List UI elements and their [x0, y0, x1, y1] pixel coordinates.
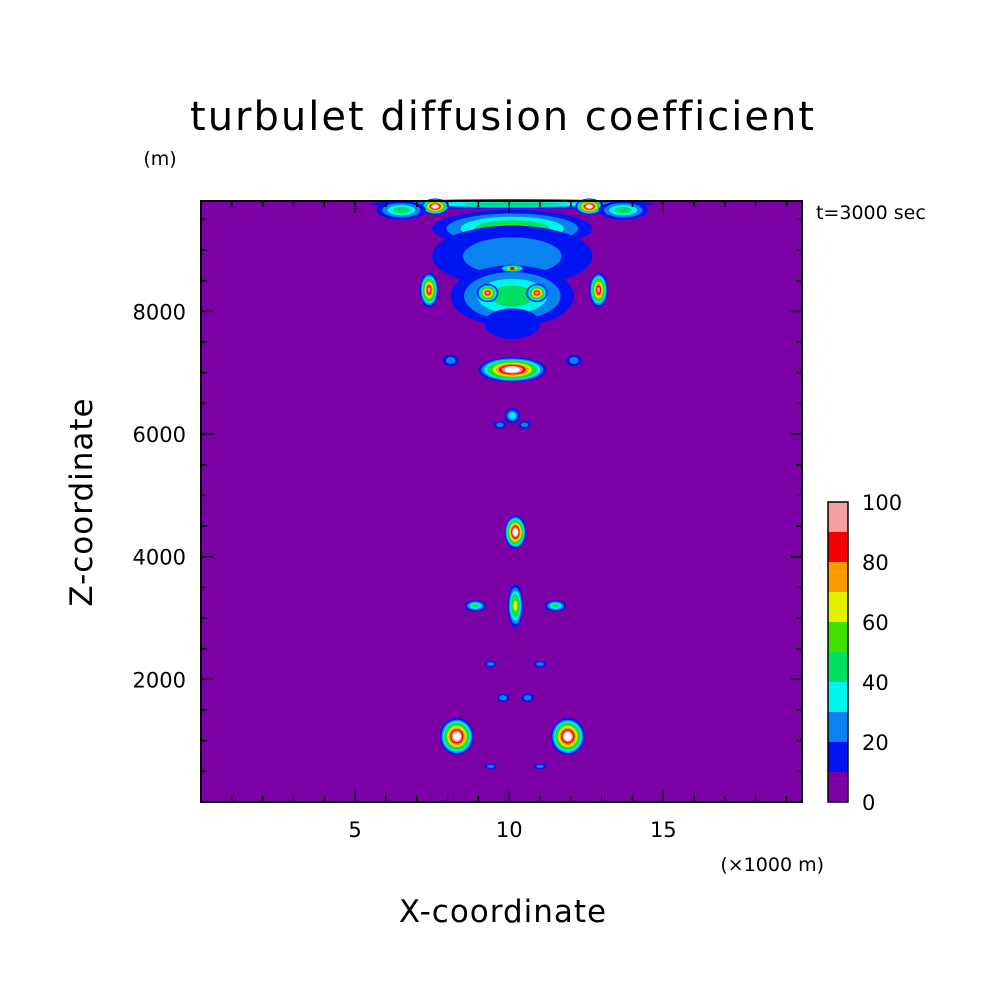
contour-feature	[484, 763, 497, 769]
contour-band	[513, 529, 517, 535]
y-unit-label: (m)	[143, 148, 176, 170]
colorbar-label: 60	[862, 611, 889, 635]
contour-band	[614, 206, 632, 214]
contour-band	[520, 422, 529, 428]
contour-feature	[493, 421, 507, 429]
contour-band	[523, 695, 532, 701]
contour-feature	[518, 421, 531, 429]
contour-feature	[419, 272, 439, 308]
y-tick-label: 6000	[133, 423, 186, 447]
y-tick-label: 8000	[133, 300, 186, 324]
contour-band	[445, 357, 456, 364]
contour-feature	[521, 693, 534, 703]
x-axis-label: X-coordinate	[399, 894, 607, 930]
contour-band	[499, 695, 507, 701]
contour-feature	[504, 408, 520, 424]
contour-feature	[421, 198, 450, 215]
axes: 5 10 15 2000 4000 6000 8000	[133, 200, 803, 842]
x-tick-label: 5	[348, 818, 361, 842]
contour-band	[536, 662, 544, 666]
colorbar-swatch	[828, 712, 848, 742]
x-unit-label: (×1000 m)	[720, 854, 824, 876]
contour-band	[508, 412, 516, 419]
contour-band	[565, 733, 571, 739]
contour-features	[370, 198, 655, 769]
contour-band	[454, 733, 460, 739]
colorbar-frame	[827, 501, 849, 803]
contour-band	[392, 206, 410, 214]
x-tick-label: 15	[650, 818, 677, 842]
contour-feature	[442, 354, 459, 366]
contour-band	[569, 357, 579, 364]
plot-frame	[200, 200, 803, 803]
colorbar-swatch	[828, 622, 848, 652]
contour-band	[536, 764, 544, 768]
contour-band	[535, 291, 539, 295]
time-label: t=3000 sec	[816, 202, 926, 224]
colorbar-label: 100	[862, 491, 902, 515]
contour-band	[509, 266, 515, 270]
colorbar-swatch	[828, 562, 848, 592]
y-tick-label: 2000	[133, 668, 186, 692]
colorbar-swatch	[828, 682, 848, 712]
contour-band	[484, 308, 541, 339]
contour-band	[485, 291, 490, 295]
contour-band	[433, 205, 438, 209]
colorbar-swatch	[828, 502, 848, 532]
contour-feature	[544, 600, 567, 612]
contour-feature	[598, 201, 648, 220]
colorbar-swatch	[828, 532, 848, 562]
colorbar-label: 80	[862, 551, 889, 575]
contour-feature	[550, 717, 585, 755]
contour-feature	[533, 660, 547, 668]
contour-feature	[533, 763, 547, 769]
colorbar-swatch	[828, 772, 848, 802]
contour-band	[486, 764, 495, 768]
colorbar: 0 20 40 60 80 100	[827, 491, 902, 815]
contour-band	[513, 600, 518, 611]
contour-band	[462, 237, 562, 276]
contour-band	[587, 205, 592, 209]
contour-feature	[439, 717, 474, 755]
colorbar-label: 0	[862, 791, 875, 815]
contour-feature	[476, 283, 499, 303]
contour-band	[486, 662, 495, 666]
contour-feature	[484, 660, 497, 668]
colorbar-label: 20	[862, 731, 889, 755]
contour-band	[507, 367, 517, 372]
colorbar-swatch	[828, 742, 848, 772]
colorbar-label: 40	[862, 671, 889, 695]
contour-band	[496, 422, 504, 428]
contour-band	[427, 287, 431, 293]
contour-feature	[464, 600, 487, 612]
colorbar-swatch	[828, 652, 848, 682]
contour-band	[462, 202, 562, 206]
contour-feature	[484, 308, 541, 339]
y-axis-label: Z-coordinate	[64, 397, 100, 606]
contour-feature	[575, 198, 604, 215]
contour-feature	[566, 354, 582, 366]
x-tick-label: 10	[496, 818, 523, 842]
contour-feature	[478, 357, 547, 382]
contour-feature	[376, 201, 426, 220]
contour-feature	[589, 272, 608, 308]
contour-band	[551, 603, 560, 608]
contour-feature	[432, 225, 593, 287]
chart-title: turbulet diffusion coefficient	[190, 94, 816, 140]
y-tick-label: 4000	[133, 546, 186, 570]
contour-feature	[496, 693, 510, 703]
contour-band	[490, 285, 534, 307]
colorbar-swatch	[828, 592, 848, 622]
contour-feature	[526, 283, 548, 303]
contour-feature	[499, 264, 525, 273]
contour-band	[471, 603, 480, 608]
contour-band	[597, 287, 601, 293]
contour-feature	[504, 515, 527, 549]
contour-feature	[507, 584, 524, 628]
